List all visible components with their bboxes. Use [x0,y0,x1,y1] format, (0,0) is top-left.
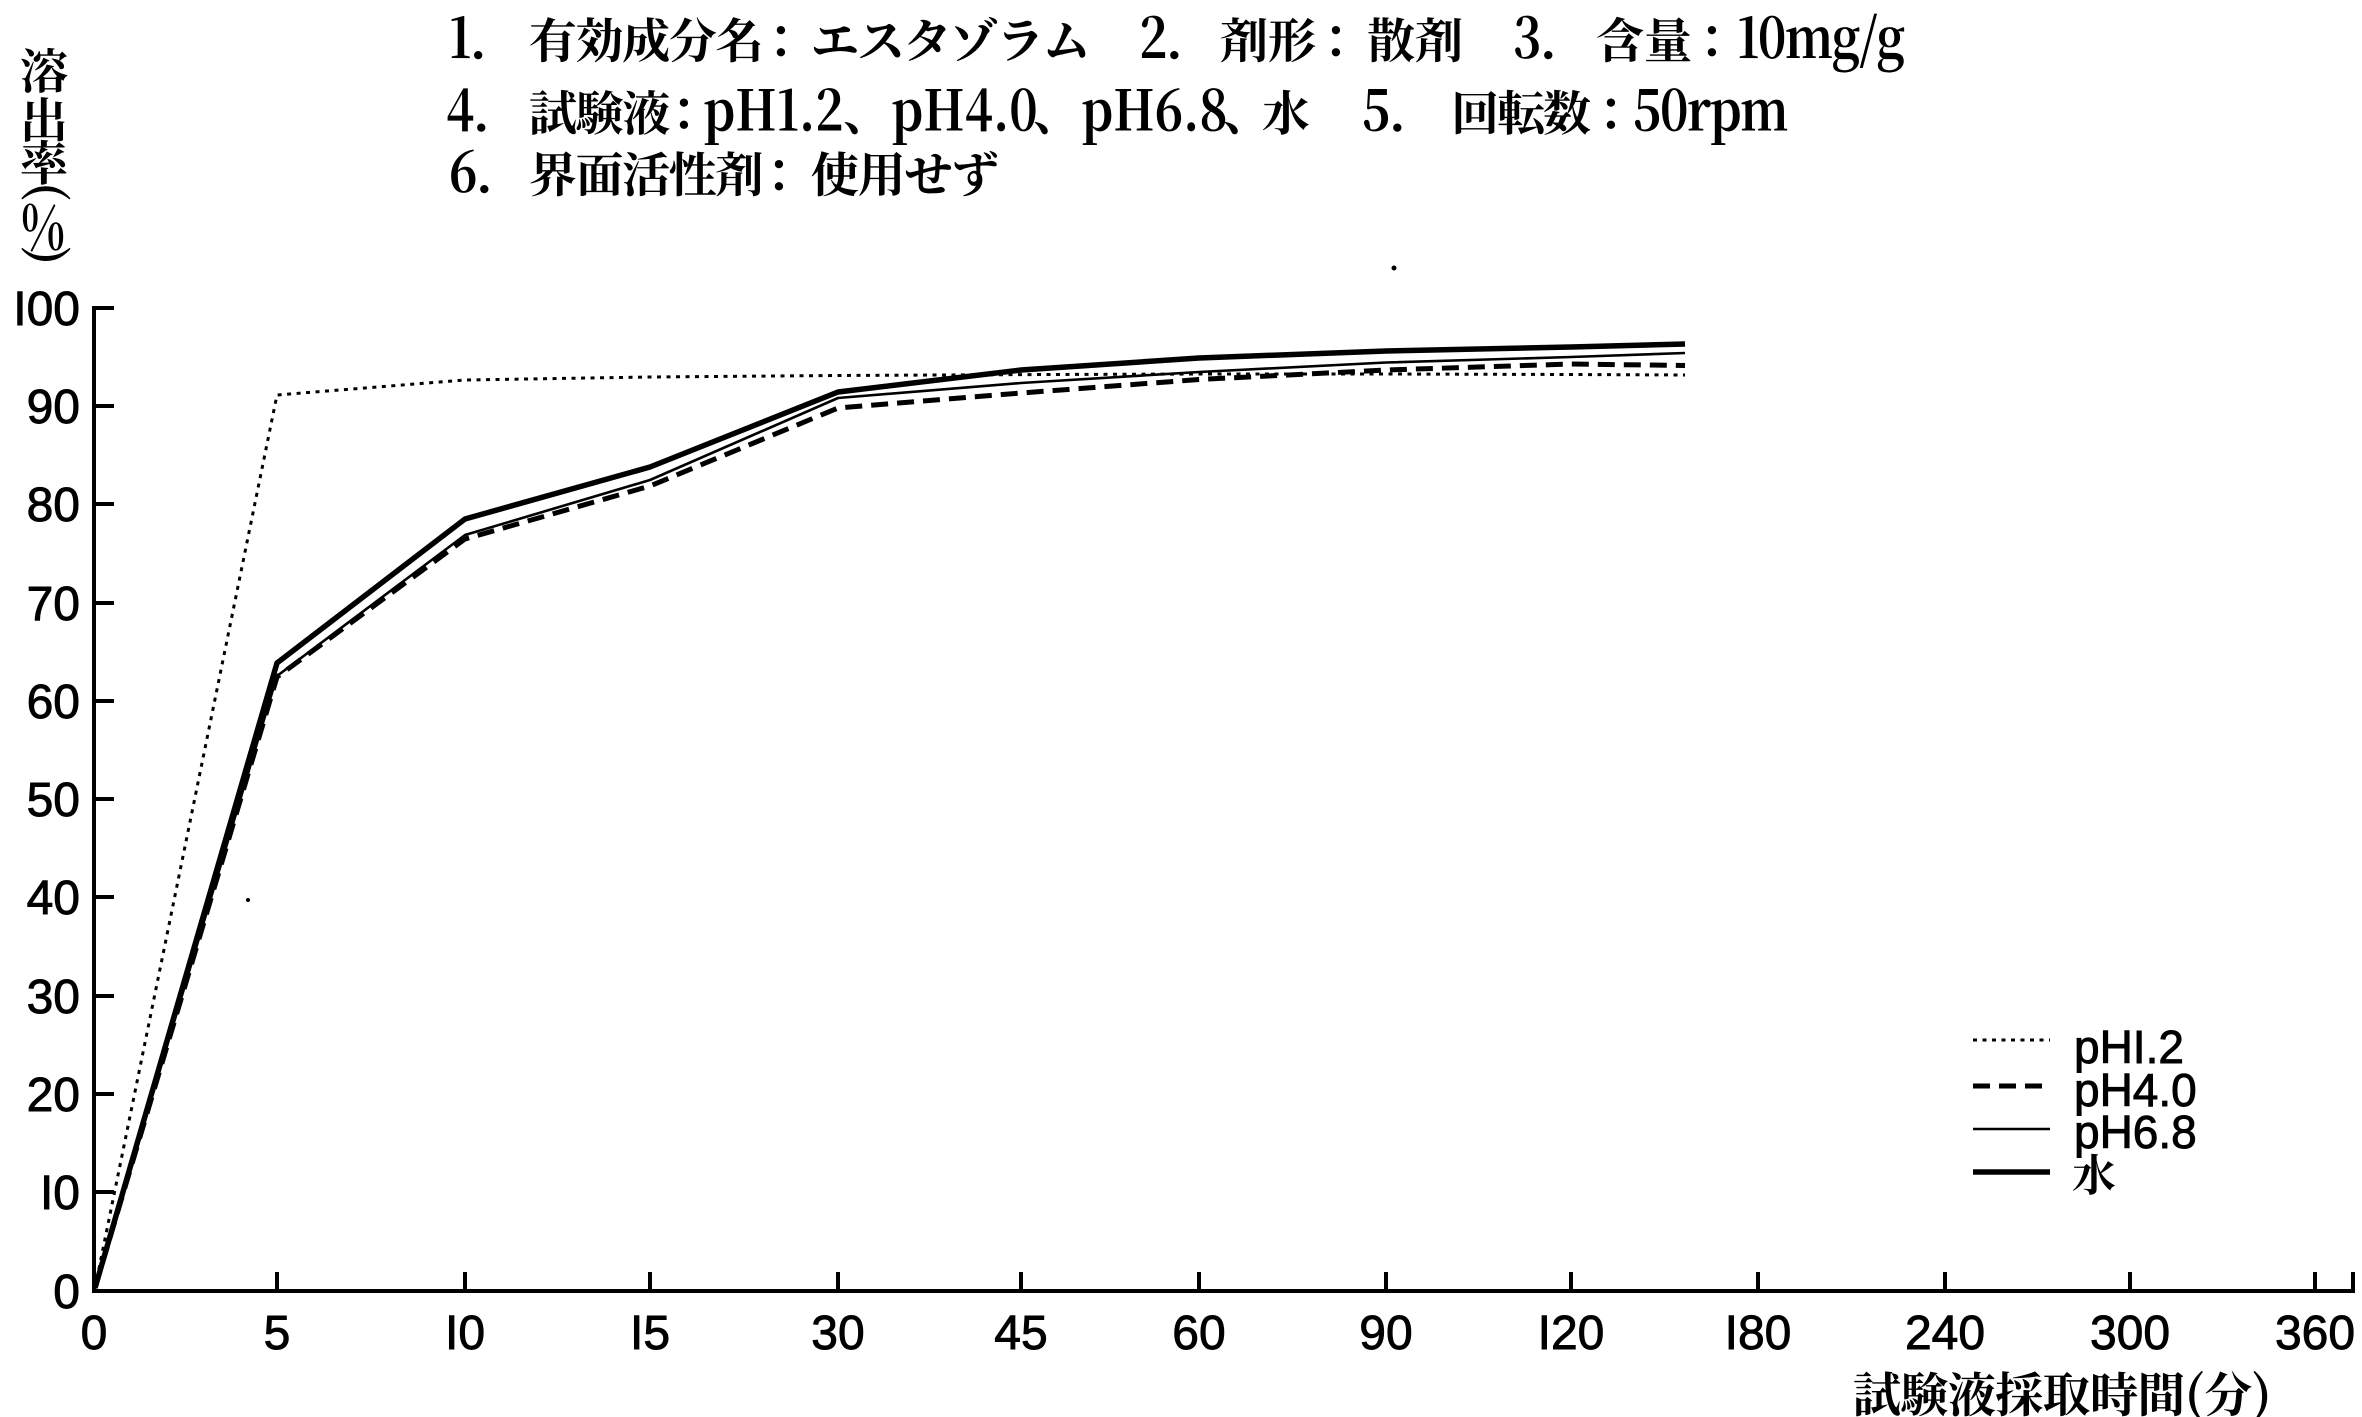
svg-text:360: 360 [2275,1307,2355,1360]
svg-text:240: 240 [1905,1307,1985,1360]
svg-text:I5: I5 [630,1307,670,1360]
svg-text:I00: I00 [13,283,80,336]
svg-text:I80: I80 [1725,1307,1792,1360]
svg-text:I0: I0 [445,1307,485,1360]
svg-text:45: 45 [994,1307,1047,1360]
svg-text:0: 0 [81,1307,108,1360]
svg-text:60: 60 [1172,1307,1225,1360]
svg-text:30: 30 [811,1307,864,1360]
svg-text:pHI.2: pHI.2 [2074,1021,2184,1073]
svg-text:0: 0 [53,1266,80,1319]
svg-text:50: 50 [27,774,80,827]
svg-text:20: 20 [27,1069,80,1122]
svg-text:80: 80 [27,479,80,532]
svg-text:5: 5 [264,1307,291,1360]
svg-text:90: 90 [1359,1307,1412,1360]
svg-text:I0: I0 [40,1167,80,1220]
svg-text:300: 300 [2090,1307,2170,1360]
svg-text:30: 30 [27,971,80,1024]
svg-text:pH6.8: pH6.8 [2074,1106,2197,1158]
svg-text:70: 70 [27,578,80,631]
svg-text:pH4.0: pH4.0 [2074,1064,2197,1116]
svg-text:40: 40 [27,872,80,925]
svg-text:60: 60 [27,676,80,729]
svg-text:90: 90 [27,381,80,434]
svg-text:I20: I20 [1538,1307,1605,1360]
